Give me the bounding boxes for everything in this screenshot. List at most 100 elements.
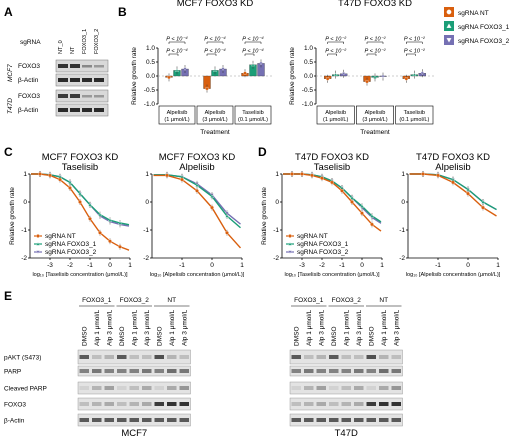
x-axis-label: log₁₀ [Alpelisib concentration (μmol/L)] xyxy=(150,272,245,278)
band xyxy=(154,369,164,373)
chart-title: MCF7 FOXO3 KD xyxy=(42,152,119,163)
lane-label: FOXO3_2 xyxy=(94,29,100,54)
data-point xyxy=(310,173,314,178)
y-tick-label: -0.5 xyxy=(144,87,156,94)
y-tick-label: -1 xyxy=(273,227,279,234)
x-tick-label: -1 xyxy=(179,262,185,269)
band xyxy=(304,402,314,406)
band xyxy=(104,355,114,359)
group-label: FOXO3_2 xyxy=(332,297,362,304)
data-point xyxy=(221,67,225,71)
y-tick-label: 0.5 xyxy=(146,59,155,66)
band xyxy=(291,369,301,373)
data-point xyxy=(180,177,184,182)
band xyxy=(366,402,376,406)
band xyxy=(179,369,189,373)
band xyxy=(104,386,114,390)
band xyxy=(304,369,314,373)
significance-bracket xyxy=(168,41,186,44)
data-point xyxy=(466,191,470,196)
data-point xyxy=(259,61,263,66)
y-tick-label: 1 xyxy=(401,171,405,178)
data-point xyxy=(481,199,485,204)
band xyxy=(179,355,189,359)
band xyxy=(329,402,339,406)
category-box xyxy=(316,105,355,125)
band xyxy=(391,369,401,373)
band xyxy=(379,369,389,373)
legend-label: sgRNA FOXO3_2 xyxy=(45,249,97,256)
x-tick-label: 0 xyxy=(466,262,470,269)
band xyxy=(104,418,114,422)
legend-label: sgRNA NT xyxy=(45,233,76,240)
y-tick-label: -1 xyxy=(143,227,149,234)
band xyxy=(366,418,376,422)
legend-marker xyxy=(446,38,452,43)
data-point xyxy=(88,216,92,221)
category-label: Taselisib xyxy=(242,110,263,116)
data-point xyxy=(340,188,344,193)
band xyxy=(366,386,376,390)
band xyxy=(341,369,351,373)
band xyxy=(154,418,164,422)
x-axis-label: Treatment xyxy=(360,129,390,136)
data-point xyxy=(225,230,229,235)
data-point xyxy=(370,222,374,227)
legend-marker xyxy=(288,250,292,255)
band xyxy=(329,355,339,359)
category-label: (3 μmol/L) xyxy=(362,117,387,123)
data-point xyxy=(175,68,179,72)
group-label: NT xyxy=(167,297,176,304)
legend-b: sgRNA NT sgRNA FOXO3_1 sgRNA FOXO3_2 xyxy=(444,7,510,45)
y-tick-label: -2 xyxy=(399,255,405,262)
y-tick-label: -0.5 xyxy=(302,87,314,94)
band xyxy=(142,386,152,390)
legend-label: sgRNA FOXO3_1 xyxy=(45,241,97,248)
data-point xyxy=(98,212,102,217)
data-point xyxy=(404,77,409,81)
significance-bracket xyxy=(206,41,224,44)
group-label: FOXO3_1 xyxy=(294,297,324,304)
data-point xyxy=(210,194,214,198)
band xyxy=(316,402,326,406)
band-label: Cleaved PARP xyxy=(4,386,47,393)
significance-bracket xyxy=(327,53,337,56)
category-box xyxy=(234,105,272,125)
y-tick-label: 1.0 xyxy=(304,45,313,52)
data-point xyxy=(183,67,187,71)
band xyxy=(129,355,139,359)
band xyxy=(117,355,127,359)
x-axis-label: Treatment xyxy=(200,129,230,136)
y-tick-label: 0.0 xyxy=(304,73,313,80)
data-point xyxy=(333,72,338,77)
legend-marker xyxy=(446,23,452,28)
category-label: Alpelisib xyxy=(325,110,346,116)
band xyxy=(391,402,401,406)
data-point xyxy=(58,177,62,182)
band xyxy=(379,386,389,390)
data-point xyxy=(251,62,255,67)
data-point xyxy=(360,204,364,208)
lane-label: Alp 3 μmol/L xyxy=(106,309,113,346)
bar-chart-mcf7: MCF7 FOXO3 KD Relative growth rate 1.0 0.5 0… xyxy=(131,0,272,136)
x-tick-label: 1 xyxy=(128,262,132,269)
data-point xyxy=(78,191,82,196)
data-point xyxy=(225,213,229,218)
data-point xyxy=(48,173,52,178)
x-tick-label: 1 xyxy=(240,262,244,269)
lane-label: DMSO xyxy=(81,327,88,347)
y-tick-label: 0 xyxy=(275,199,279,206)
data-point xyxy=(341,72,346,76)
band xyxy=(142,418,152,422)
chart-subtitle: Alpelisib xyxy=(179,162,214,173)
significance-bracket xyxy=(406,53,416,56)
y-tick-label: 1 xyxy=(23,171,27,178)
y-tick-label: 1 xyxy=(275,171,279,178)
y-axis-label: Relative growth rate xyxy=(289,47,296,105)
data-point xyxy=(98,230,102,235)
significance-bracket xyxy=(244,53,255,56)
category-label: (0.1 μmol/L) xyxy=(399,117,429,123)
data-point xyxy=(243,71,247,75)
significance-bracket xyxy=(366,41,384,44)
